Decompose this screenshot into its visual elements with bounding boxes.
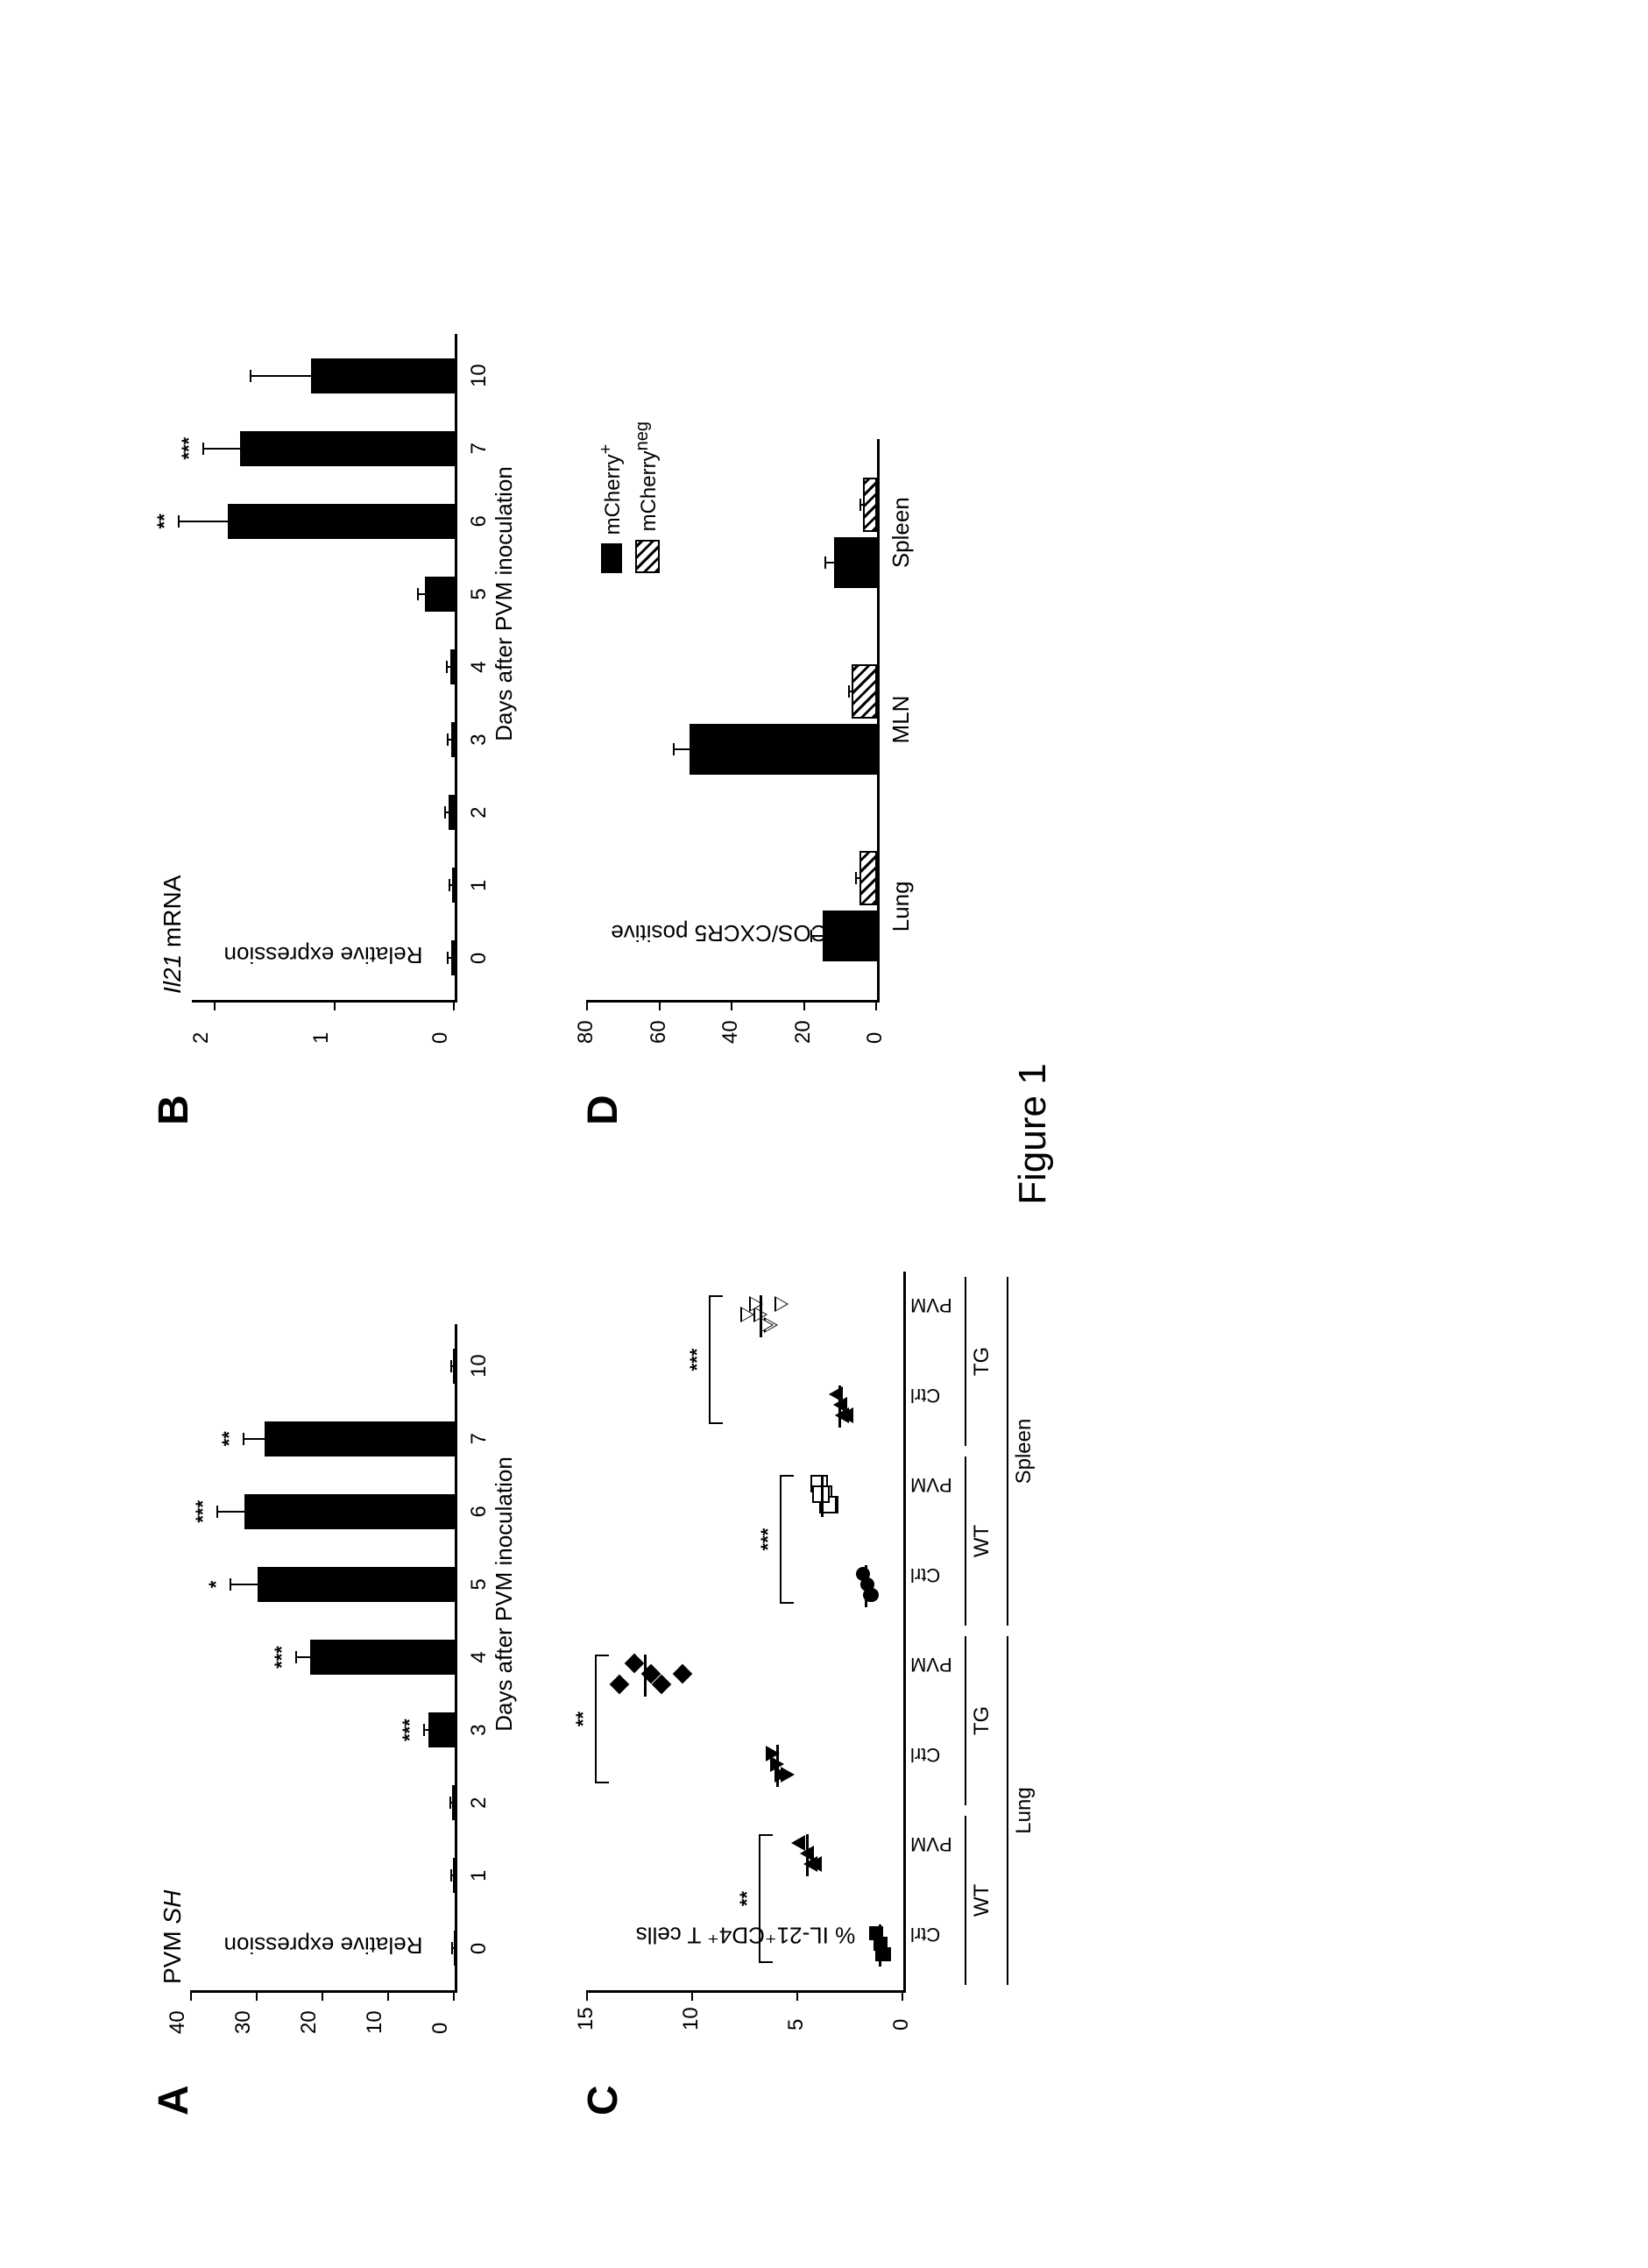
bar xyxy=(453,1931,455,1966)
bar: *** xyxy=(244,1494,455,1529)
panel-a-chart: PVM SH Relative expression 010203040012*… xyxy=(159,1195,518,2063)
bar-mcherry-neg xyxy=(852,664,877,719)
bar xyxy=(452,1785,455,1820)
panel-grid: A PVM SH Relative expression 01020304001… xyxy=(106,152,958,2116)
data-point xyxy=(791,1835,805,1851)
panel-b-title: Il21 mRNA xyxy=(159,205,187,994)
panel-b-title-suffix: mRNA xyxy=(159,875,186,954)
panel-d-label: D xyxy=(579,1095,627,1125)
panel-a-xlabel: Days after PVM inoculation xyxy=(491,1195,518,1993)
bar-mcherry-neg xyxy=(859,851,877,905)
panel-b-chart: Il21 mRNA Relative expression 012012345*… xyxy=(159,205,518,1073)
bar xyxy=(424,577,454,612)
panel-b-xlabel: Days after PVM inoculation xyxy=(491,205,518,1003)
data-point xyxy=(856,1567,870,1581)
data-point xyxy=(774,1296,788,1312)
bar: *** xyxy=(428,1712,455,1747)
bar-mcherry-pos xyxy=(833,537,877,588)
bar xyxy=(450,722,454,757)
panel-b-label: B xyxy=(150,1095,198,1125)
bar: *** xyxy=(310,1640,455,1675)
bar xyxy=(452,1349,454,1384)
bar xyxy=(450,940,454,975)
panel-c-axes: % IL-21⁺CD4⁺ T cells 051015CtrlPVMCtrlPV… xyxy=(588,1272,906,1993)
data-point xyxy=(609,1675,629,1695)
data-point xyxy=(875,1947,889,1961)
panel-a-axes: Relative expression 010203040012***3***4… xyxy=(192,1324,457,1993)
bar xyxy=(449,649,454,684)
panel-d: D %ICOS/CXCR5 positive mCherry+mCherryne… xyxy=(588,205,906,1073)
data-point xyxy=(672,1664,692,1684)
bar: * xyxy=(258,1567,455,1602)
bar: ** xyxy=(227,504,454,539)
data-point xyxy=(624,1654,644,1674)
panel-d-axes: %ICOS/CXCR5 positive mCherry+mCherryneg … xyxy=(588,439,880,1003)
panel-c-label: C xyxy=(579,2085,627,2116)
bar-mcherry-pos xyxy=(823,911,877,961)
bar xyxy=(449,795,455,830)
panel-d-chart: %ICOS/CXCR5 positive mCherry+mCherryneg … xyxy=(588,205,880,1073)
panel-b: B Il21 mRNA Relative expression 01201234… xyxy=(159,205,518,1073)
data-point xyxy=(740,1307,754,1322)
bar xyxy=(452,868,455,903)
panel-a: A PVM SH Relative expression 01020304001… xyxy=(159,1195,518,2063)
panel-c: C % IL-21⁺CD4⁺ T cells 051015CtrlPVMCtrl… xyxy=(588,1195,906,2063)
bar-mcherry-neg xyxy=(862,478,876,532)
panel-a-label: A xyxy=(150,2085,198,2116)
bar-mcherry-pos xyxy=(689,724,877,775)
figure-1: A PVM SH Relative expression 01020304001… xyxy=(106,152,1543,2116)
panel-b-title-italic: Il21 xyxy=(159,954,186,994)
bar xyxy=(311,358,455,393)
bar: *** xyxy=(239,431,454,466)
bar: ** xyxy=(264,1421,455,1456)
panel-b-axes: Relative expression 012012345**6***710 xyxy=(192,334,457,1003)
panel-c-chart: % IL-21⁺CD4⁺ T cells 051015CtrlPVMCtrlPV… xyxy=(588,1195,906,2063)
bar xyxy=(452,1858,454,1893)
data-point xyxy=(835,1407,849,1423)
